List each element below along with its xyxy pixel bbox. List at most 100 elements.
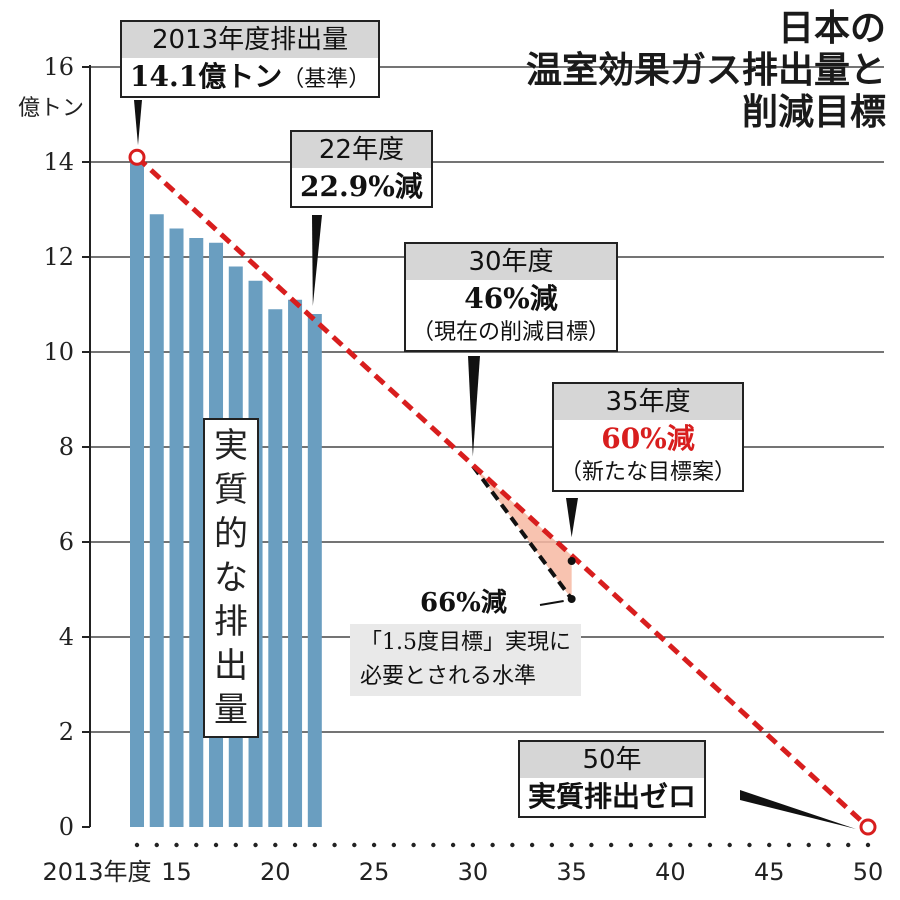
y-tick-label: 4 <box>59 623 74 651</box>
start-point <box>128 148 146 166</box>
x-axis-dot <box>352 842 357 848</box>
x-tick-label: 2013年度 <box>42 858 151 886</box>
x-axis: 2013年度 15 20 25 30 35 40 45 50 <box>42 842 884 886</box>
bar <box>149 214 164 827</box>
x-tick-label: 35 <box>556 858 587 886</box>
x-tick-label: 30 <box>458 858 489 886</box>
x-tick-label: 15 <box>161 858 192 886</box>
x-axis-dot <box>687 842 693 848</box>
callout-2035-pointer <box>566 498 578 538</box>
x-axis-dot <box>332 842 337 848</box>
annotation-66-value: 66%減 <box>420 588 507 618</box>
x-axis-dot <box>786 842 792 848</box>
chart-overlays <box>128 100 877 836</box>
callout-2050-pointer <box>740 790 856 829</box>
x-axis-dot <box>431 842 436 848</box>
x-axis-dot <box>292 842 298 848</box>
title-line-2: 温室効果ガス排出量と <box>525 50 886 91</box>
bar-series-label: 実質的な排出量 <box>203 418 259 738</box>
x-axis-dot <box>767 842 772 848</box>
x-axis-dot <box>727 842 732 848</box>
x-tick-label: 40 <box>655 858 686 886</box>
x-axis-dot <box>490 842 495 848</box>
bar <box>130 157 144 827</box>
bar-series-label-char: 実 <box>214 426 248 466</box>
x-axis-dot <box>549 842 555 848</box>
y-tick-label: 0 <box>59 813 74 841</box>
x-axis-dot <box>470 842 476 848</box>
x-axis-dot <box>174 842 179 848</box>
x-tick-label: 25 <box>359 858 390 886</box>
chart-title: 日本の 温室効果ガス排出量と 削減目標 <box>526 8 886 134</box>
callout-2035-value: 60%減 <box>601 422 695 455</box>
bar-series-label-char: 質 <box>214 470 248 510</box>
x-axis-dot <box>134 842 140 848</box>
end-point <box>859 818 877 836</box>
y-tick-label: 6 <box>59 528 74 556</box>
bar-series-label-char: 量 <box>214 690 248 730</box>
y-tick-label: 14 <box>43 148 74 176</box>
bar <box>189 238 204 827</box>
callout-2035-header: 35年度 <box>554 384 743 420</box>
x-tick-label: 50 <box>853 858 884 886</box>
x-axis-dot <box>233 842 238 848</box>
callout-2022-header: 22年度 <box>292 132 431 168</box>
callout-2050-value: 実質排出ゼロ <box>528 780 697 813</box>
x-axis-dot <box>213 842 219 848</box>
callout-2013-header: 2013年度排出量 <box>122 22 379 58</box>
y-axis-unit: 億トン <box>18 96 85 121</box>
annotation-66-note: 「1.5度目標」実現に 必要とされる水準 <box>350 624 581 696</box>
x-axis-dot <box>648 842 653 848</box>
bar <box>268 309 283 827</box>
annotation-66-line1: 「1.5度目標」実現に <box>360 630 571 655</box>
bar-series-label-char: 出 <box>214 646 248 686</box>
callout-2030: 30年度 46%減 （現在の削減目標） <box>404 242 619 352</box>
x-axis-dot <box>806 842 811 848</box>
callout-2030-value: 46%減 <box>464 282 558 315</box>
y-tick-label: 2 <box>59 718 74 746</box>
x-axis-dot <box>253 842 258 848</box>
bar <box>307 314 322 827</box>
bar-series-label-char: な <box>214 558 248 598</box>
title-line-1: 日本の <box>777 8 886 49</box>
x-axis-dot <box>865 842 871 848</box>
x-axis-dot <box>154 842 159 848</box>
callout-2013-note: （基準） <box>282 67 371 92</box>
callout-2022-value: 22.9%減 <box>300 170 423 203</box>
callout-2013-pointer <box>134 100 142 146</box>
alt-target-line <box>471 464 574 601</box>
x-tick-label: 45 <box>754 858 785 886</box>
callout-2050: 50年 実質排出ゼロ <box>518 740 707 818</box>
x-axis-dot <box>510 842 515 848</box>
x-axis-dot <box>569 842 574 848</box>
x-axis-dot <box>668 842 673 848</box>
target-2035-point <box>567 557 576 565</box>
callout-2030-header: 30年度 <box>406 244 617 280</box>
x-axis-dot <box>371 842 377 848</box>
callout-2050-header: 50年 <box>520 742 705 778</box>
bar <box>288 299 303 827</box>
alt-target-point <box>567 595 576 603</box>
title-line-3: 削減目標 <box>741 92 886 133</box>
callout-2035: 35年度 60%減 （新たな目標案） <box>552 382 745 492</box>
callout-2030-note: （現在の削減目標） <box>412 320 611 345</box>
callout-2013: 2013年度排出量 14.1億トン（基準） <box>120 20 381 98</box>
x-axis-dot <box>529 842 535 848</box>
x-axis-dot <box>411 842 416 848</box>
bar <box>169 228 184 827</box>
y-tick-label: 12 <box>43 243 74 271</box>
y-tick-labels: 0 2 4 6 8 10 12 14 16 <box>43 53 74 841</box>
y-tick-label: 16 <box>43 53 74 81</box>
x-axis-dot <box>608 842 614 848</box>
bar-series-label-char: 的 <box>214 514 248 554</box>
x-axis-dot <box>391 842 397 848</box>
x-axis-dot <box>707 842 713 848</box>
y-tick-label: 8 <box>59 433 74 461</box>
bar-series-label-text: 実質的な排出量 <box>209 424 253 732</box>
x-axis-dot <box>312 842 318 848</box>
callout-2030-pointer <box>468 356 480 457</box>
x-axis-dot <box>846 842 851 848</box>
callout-2035-note: （新たな目標案） <box>560 460 737 485</box>
x-axis-dot <box>628 842 634 848</box>
